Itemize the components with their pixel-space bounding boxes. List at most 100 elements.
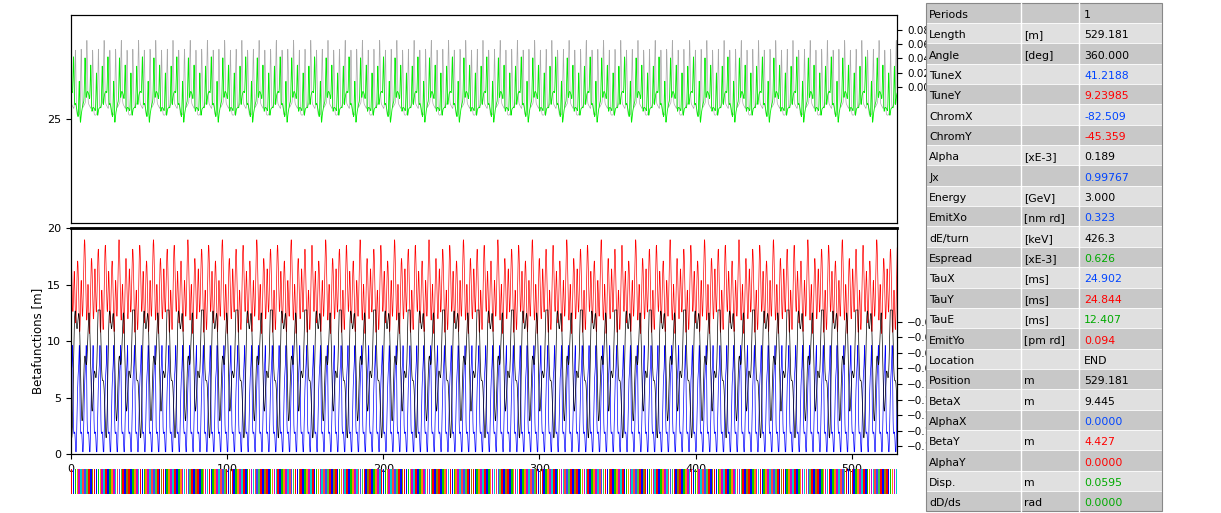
Bar (260, 469, 261, 494)
Bar (254, 469, 256, 494)
Text: m: m (1024, 437, 1035, 447)
Text: 426.3: 426.3 (1084, 234, 1115, 244)
Bar (415, 469, 416, 494)
Text: [ms]: [ms] (1024, 315, 1049, 325)
Text: 0.626: 0.626 (1084, 254, 1115, 264)
Bar (314, 469, 315, 494)
Bar (484, 469, 486, 494)
Bar (138, 469, 139, 494)
Bar (567, 469, 568, 494)
Bar (651, 469, 652, 494)
Bar (482, 469, 484, 494)
Text: [pm rd]: [pm rd] (1024, 336, 1066, 346)
Bar (132, 469, 133, 494)
Bar (510, 469, 513, 494)
Bar (449, 469, 452, 494)
Bar (228, 469, 230, 494)
Bar (475, 469, 476, 494)
Bar (853, 469, 855, 494)
Bar (668, 469, 669, 494)
Bar (81, 469, 82, 494)
Bar (842, 469, 844, 494)
Bar (431, 469, 432, 494)
Bar (817, 469, 819, 494)
Bar (811, 469, 813, 494)
Bar (178, 469, 179, 494)
Bar (471, 469, 473, 494)
Text: 9.23985: 9.23985 (1084, 91, 1129, 101)
Bar (497, 469, 499, 494)
Bar (705, 469, 706, 494)
Bar (286, 469, 287, 494)
Text: Periods: Periods (929, 10, 969, 20)
Bar (526, 469, 527, 494)
Bar (391, 469, 392, 494)
Bar (216, 469, 217, 494)
Bar (237, 469, 239, 494)
Bar (316, 469, 317, 494)
Bar (241, 469, 243, 494)
Bar (128, 469, 129, 494)
Bar (249, 469, 250, 494)
Bar (192, 469, 193, 494)
Bar (201, 469, 203, 494)
Bar (554, 469, 557, 494)
Bar (172, 469, 173, 494)
Bar (382, 469, 385, 494)
Text: ChromY: ChromY (929, 132, 972, 142)
Bar (453, 469, 455, 494)
Bar (789, 469, 790, 494)
Bar (259, 469, 260, 494)
Bar (115, 469, 116, 494)
Bar (708, 469, 709, 494)
Bar (672, 469, 673, 494)
Bar (532, 469, 534, 494)
Bar (247, 469, 249, 494)
Text: 0.323: 0.323 (1084, 213, 1115, 223)
Bar (463, 469, 465, 494)
Bar (850, 469, 851, 494)
Text: -82.509: -82.509 (1084, 112, 1126, 122)
Bar (716, 469, 717, 494)
Bar (122, 469, 125, 494)
Bar (830, 469, 832, 494)
Bar (637, 469, 639, 494)
Bar (153, 469, 155, 494)
Text: 4.427: 4.427 (1084, 437, 1115, 447)
Bar (591, 469, 593, 494)
Bar (256, 469, 258, 494)
Bar (360, 469, 361, 494)
Text: Jx: Jx (929, 173, 939, 183)
Bar (186, 469, 187, 494)
Bar (745, 469, 746, 494)
Bar (503, 469, 505, 494)
Bar (790, 469, 792, 494)
Bar (520, 469, 523, 494)
Bar (587, 469, 589, 494)
Bar (88, 469, 89, 494)
Bar (639, 469, 641, 494)
Bar (851, 469, 853, 494)
Bar (634, 469, 635, 494)
Bar (233, 469, 236, 494)
Bar (87, 469, 88, 494)
Bar (505, 469, 507, 494)
Text: 529.181: 529.181 (1084, 30, 1129, 40)
Bar (324, 469, 325, 494)
Bar (488, 469, 490, 494)
Bar (723, 469, 725, 494)
Bar (239, 469, 241, 494)
Bar (692, 469, 695, 494)
Bar (426, 469, 429, 494)
Bar (148, 469, 149, 494)
Bar (270, 469, 271, 494)
Bar (888, 469, 889, 494)
Bar (490, 469, 492, 494)
Bar (691, 469, 692, 494)
Bar (327, 469, 328, 494)
Bar (603, 469, 604, 494)
Bar (263, 469, 264, 494)
Y-axis label: Betafunctions [m]: Betafunctions [m] (32, 288, 44, 394)
Bar (298, 469, 300, 494)
Bar (162, 469, 165, 494)
